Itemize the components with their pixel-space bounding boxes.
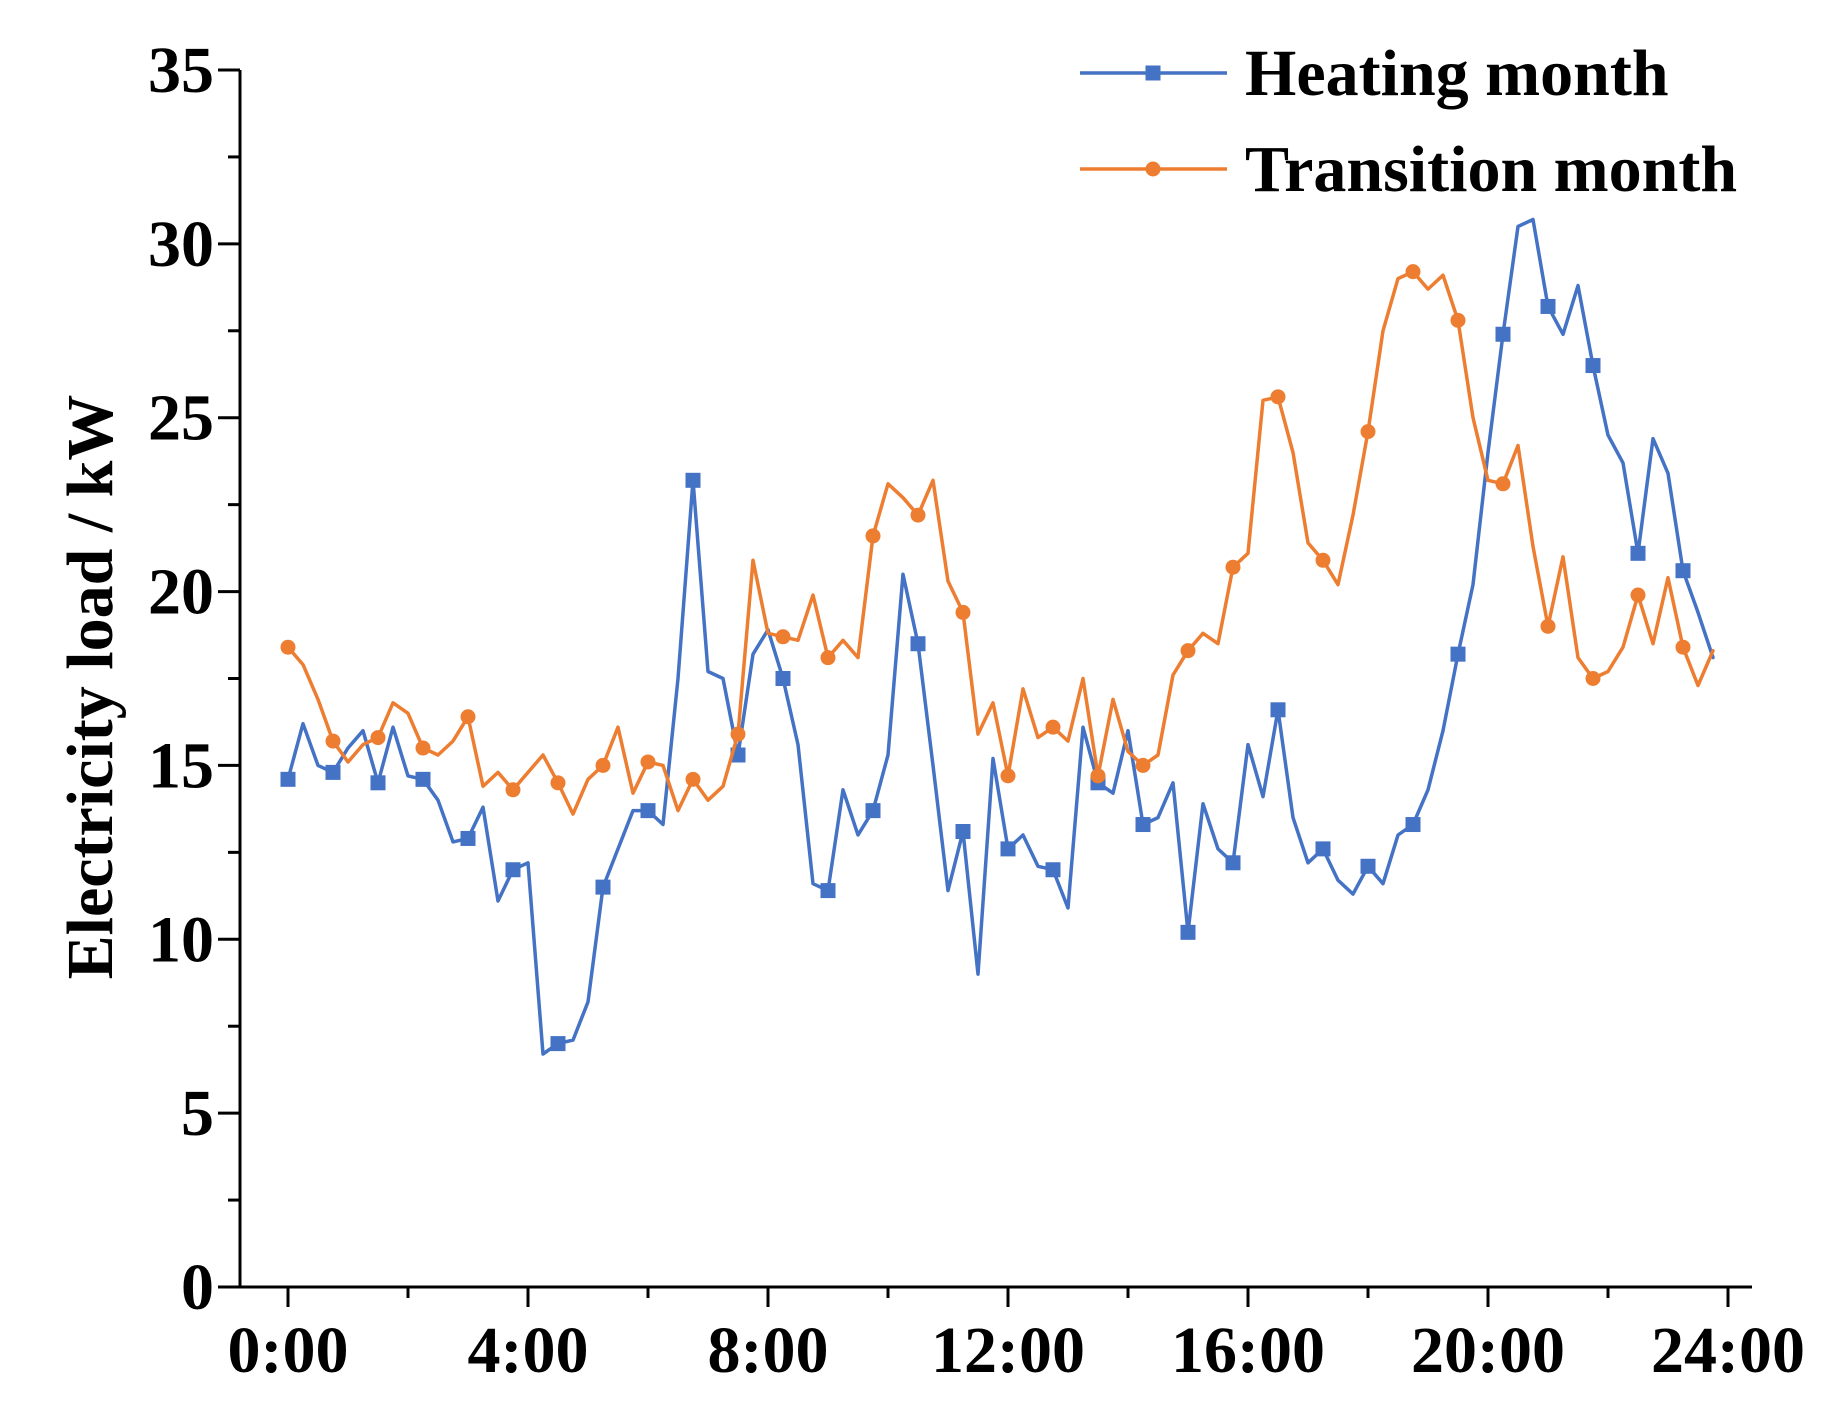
data-point-marker (1405, 817, 1421, 833)
data-point-marker (550, 1036, 566, 1052)
data-point-marker (1000, 768, 1016, 784)
series-transition-month (280, 264, 1715, 816)
data-point-marker (1360, 424, 1376, 440)
data-point-marker (1495, 476, 1511, 492)
data-point-marker (865, 528, 881, 544)
series-heating-month (280, 217, 1715, 1056)
data-point-marker (1675, 639, 1691, 655)
data-point-marker (640, 754, 656, 770)
x-tick-label: 4:00 (468, 1314, 589, 1387)
data-point-marker (1360, 858, 1376, 874)
data-point-marker (775, 671, 791, 686)
data-point-marker (1135, 757, 1151, 773)
data-point-marker (685, 771, 701, 787)
data-point-marker (505, 862, 521, 878)
data-point-marker (415, 740, 431, 756)
data-point-marker (910, 507, 926, 523)
x-tick-label: 20:00 (1411, 1314, 1565, 1387)
legend-label: Heating month (1245, 37, 1669, 110)
legend-item: Heating month (1080, 37, 1669, 110)
x-tick-label: 8:00 (708, 1314, 829, 1387)
data-point-marker (280, 639, 296, 655)
data-point-marker (505, 782, 521, 798)
data-point-marker (955, 823, 971, 839)
y-tick-label: 20 (148, 556, 214, 629)
data-point-marker (1090, 768, 1106, 784)
data-point-marker (910, 636, 926, 652)
data-point-marker (595, 757, 611, 773)
data-point-marker (640, 803, 656, 819)
data-point-marker (1000, 841, 1016, 857)
data-point-marker (1315, 552, 1331, 568)
data-point-marker (955, 604, 971, 620)
data-point-marker (1405, 264, 1421, 280)
y-axis-title: Electricity load / kW (54, 395, 127, 980)
data-point-marker (1225, 855, 1241, 871)
legend-marker (1145, 65, 1161, 81)
data-point-marker (280, 771, 296, 787)
data-point-marker (325, 733, 341, 749)
x-tick-label: 12:00 (931, 1314, 1085, 1387)
series-line (286, 269, 1715, 816)
y-tick-label: 0 (181, 1251, 214, 1324)
data-point-marker (1135, 817, 1151, 833)
data-point-marker (460, 709, 476, 725)
x-tick-label: 0:00 (228, 1314, 349, 1387)
y-tick-label: 30 (148, 208, 214, 281)
legend-marker (1145, 161, 1161, 177)
data-point-marker (595, 879, 611, 895)
data-point-marker (325, 764, 341, 780)
data-point-marker (1585, 358, 1601, 374)
data-point-marker (685, 472, 701, 488)
data-point-marker (820, 650, 836, 666)
series-line (286, 217, 1715, 1056)
x-tick-label: 24:00 (1651, 1314, 1805, 1387)
data-point-marker (1630, 545, 1646, 561)
y-tick-label: 5 (181, 1077, 214, 1150)
data-point-marker (1585, 671, 1601, 686)
y-tick-label: 25 (148, 382, 214, 455)
data-point-marker (1315, 841, 1331, 857)
data-point-marker (1180, 643, 1196, 659)
data-point-marker (1270, 389, 1286, 405)
data-point-marker (415, 771, 431, 787)
data-point-marker (370, 775, 386, 791)
legend: Heating month Transition month (1080, 37, 1737, 206)
data-point-marker (1675, 563, 1691, 579)
data-point-marker (1270, 702, 1286, 718)
y-tick-label: 15 (148, 729, 214, 802)
data-point-marker (370, 730, 386, 746)
data-point-marker (1540, 298, 1556, 314)
data-point-marker (730, 726, 746, 742)
data-point-marker (460, 830, 476, 846)
data-point-marker (1180, 924, 1196, 940)
x-tick-label: 16:00 (1171, 1314, 1325, 1387)
data-point-marker (1540, 618, 1556, 634)
data-point-marker (1045, 719, 1061, 735)
data-point-marker (865, 803, 881, 819)
data-point-marker (1225, 559, 1241, 575)
y-tick-label: 35 (148, 34, 214, 107)
axes: 0 5 10 15 20 25 30 35 0:00 4:00 8:00 12:00 16:00 20:0… (148, 34, 1805, 1387)
data-point-marker (1045, 862, 1061, 878)
data-point-marker (1630, 587, 1646, 603)
data-point-marker (1495, 326, 1511, 342)
y-tick-label: 10 (148, 903, 214, 976)
series-group (280, 217, 1715, 1056)
legend-item: Transition month (1080, 133, 1737, 206)
data-point-marker (1450, 646, 1466, 662)
data-point-marker (775, 629, 791, 645)
data-point-marker (1450, 312, 1466, 328)
legend-label: Transition month (1245, 133, 1737, 206)
data-point-marker (550, 775, 566, 791)
data-point-marker (820, 883, 836, 899)
